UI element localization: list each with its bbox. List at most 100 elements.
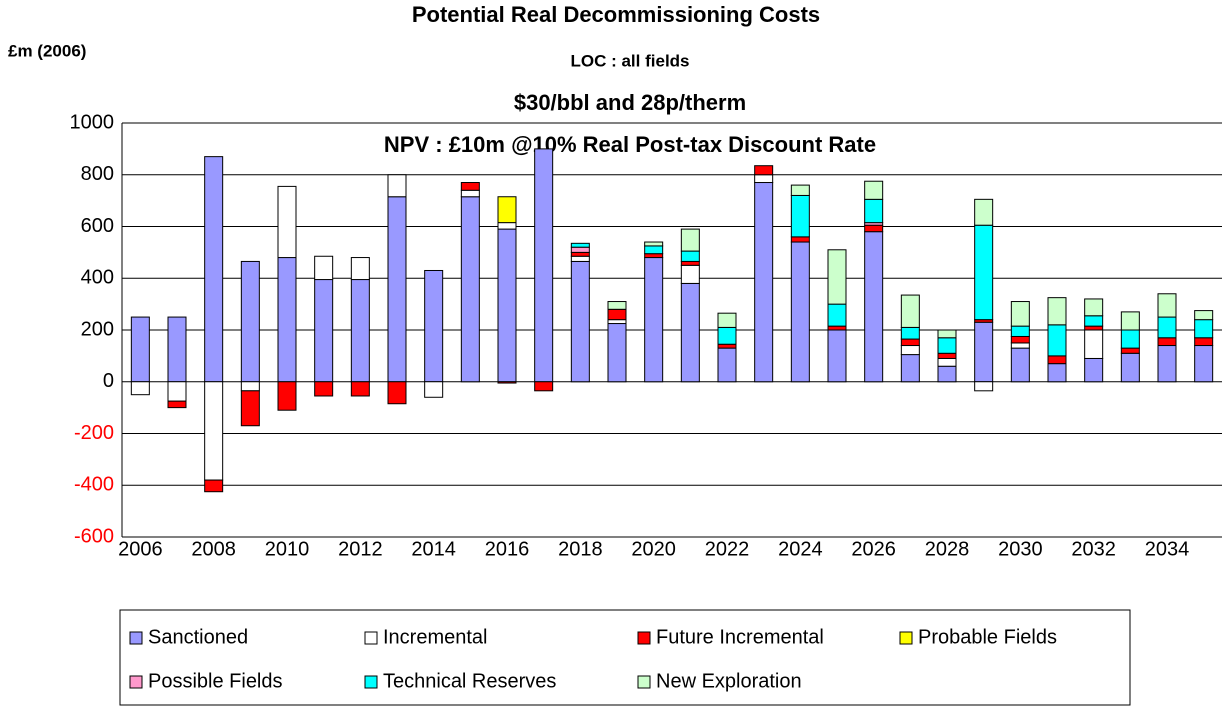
bar-segment [1120, 311, 1140, 331]
x-tick-label: 2020 [631, 538, 676, 560]
bar-segment [754, 174, 774, 184]
bar-segment [570, 242, 590, 248]
bar-segment [644, 253, 664, 259]
bar-segment [1084, 315, 1104, 327]
bar-segment [1010, 342, 1030, 349]
bar-segment [1010, 325, 1030, 337]
bar-segment [937, 329, 957, 339]
bar-segment [1157, 293, 1177, 318]
bar-segment [1120, 352, 1140, 383]
bar-segment [717, 312, 737, 328]
bar-segment [387, 174, 407, 198]
bar-segment [277, 381, 297, 411]
bar-segment [204, 381, 224, 481]
legend-label: Technical Reserves [383, 670, 556, 692]
bar-segment [534, 381, 554, 392]
bar-segment [204, 156, 224, 383]
bar-segment [900, 354, 920, 383]
bar-segment [497, 222, 517, 230]
bar-segment [644, 245, 664, 255]
bar-segment [827, 329, 847, 383]
legend-swatch [364, 675, 378, 689]
legend-swatch [129, 631, 143, 645]
x-tick-label: 2006 [118, 538, 163, 560]
bar-segment [680, 282, 700, 383]
bar-segment [387, 196, 407, 383]
bar-segment [424, 269, 444, 383]
bar-segment [240, 390, 260, 427]
bar-segment [1157, 337, 1177, 347]
y-tick-label: -400 [74, 474, 114, 496]
bar-segment [1194, 319, 1214, 339]
bar-segment [864, 180, 884, 200]
bar-segment [130, 316, 150, 383]
bar-segment [864, 198, 884, 224]
bar-segment [754, 182, 774, 383]
annotation: $30/bbl and 28p/therm [514, 90, 746, 115]
bar-segment [900, 345, 920, 356]
bar-segment [607, 319, 627, 325]
bar-segment [240, 381, 260, 392]
x-tick-label: 2030 [998, 538, 1043, 560]
bar-segment [827, 303, 847, 327]
bar-segment [900, 326, 920, 340]
legend-label: Probable Fields [918, 626, 1057, 648]
bar-segment [1010, 335, 1030, 344]
legend-swatch [364, 631, 378, 645]
bar-segment [1194, 345, 1214, 383]
bar-segment [1084, 329, 1104, 359]
bar-segment [1084, 325, 1104, 331]
bar-segment [1157, 345, 1177, 383]
y-tick-label: 1000 [70, 111, 115, 133]
x-tick-label: 2034 [1145, 538, 1190, 560]
chart-subtitle: LOC : all fields [570, 51, 689, 70]
bar-segment [1010, 301, 1030, 327]
bar-segment [790, 184, 810, 196]
bar-segment [680, 228, 700, 252]
bar-segment [680, 264, 700, 284]
bar-segment [900, 294, 920, 328]
bar-segment [644, 241, 664, 247]
bar-segment [570, 246, 590, 253]
bar-segment [314, 381, 334, 397]
bar-segment [534, 148, 554, 383]
bar-segment [974, 224, 994, 321]
bar-segment [350, 257, 370, 281]
bar-segment [460, 182, 480, 191]
bar-segment [1120, 329, 1140, 349]
bar-segment [350, 381, 370, 397]
bar-segment [130, 381, 150, 396]
bar-segment [1120, 347, 1140, 354]
bar-segment [570, 260, 590, 383]
bar-segment [167, 316, 187, 383]
bar-segment [790, 236, 810, 243]
bar-segment [350, 279, 370, 383]
bar-segment [1084, 357, 1104, 383]
bar-segment [937, 357, 957, 367]
chart-title: Potential Real Decommissioning Costs [412, 2, 820, 27]
bar-segment [424, 381, 444, 398]
x-tick-label: 2010 [265, 538, 310, 560]
bar-segment [1047, 355, 1067, 365]
y-tick-label: 800 [81, 163, 114, 185]
bar-segment [680, 260, 700, 266]
bar-segment [607, 301, 627, 310]
x-tick-label: 2014 [411, 538, 456, 560]
bar-segment [790, 241, 810, 383]
x-tick-label: 2018 [558, 538, 603, 560]
bar-segment [974, 381, 994, 392]
y-tick-label: 0 [103, 370, 114, 392]
bar-segment [754, 165, 774, 176]
bar-segment [1194, 310, 1214, 321]
y-tick-label: 400 [81, 267, 114, 289]
y-axis-label: £m (2006) [8, 41, 86, 60]
bar-segment [1047, 297, 1067, 326]
y-tick-label: 600 [81, 215, 114, 237]
bar-segment [974, 198, 994, 226]
legend-label: Incremental [383, 626, 488, 648]
legend-box [119, 609, 1131, 706]
bar-segment [937, 352, 957, 359]
y-tick-label: -200 [74, 422, 114, 444]
x-tick-label: 2008 [191, 538, 236, 560]
